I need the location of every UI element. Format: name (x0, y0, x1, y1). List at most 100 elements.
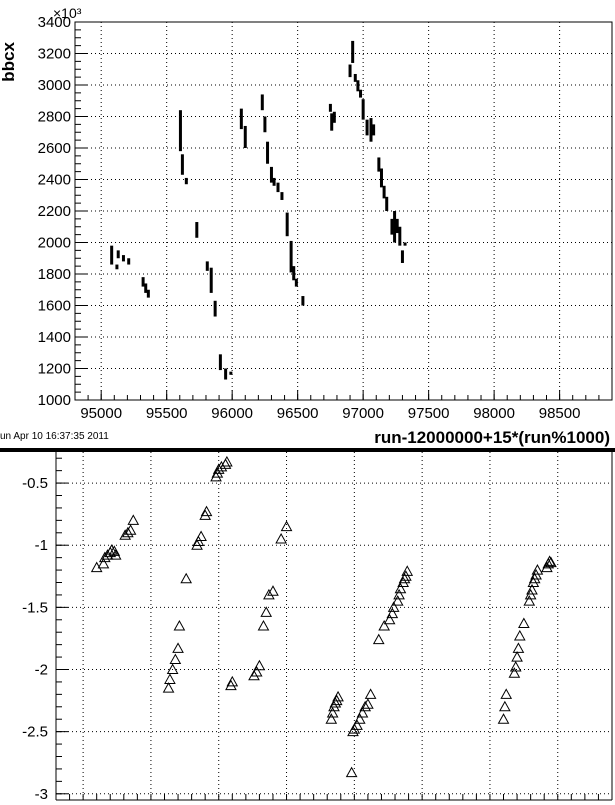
data-point (326, 706, 339, 718)
data-point (353, 713, 366, 724)
x-tick-label: 98500 (539, 405, 581, 422)
data-point (513, 629, 526, 641)
data-point (169, 653, 182, 665)
y-tick-label: 3400 (38, 14, 71, 31)
data-point (164, 673, 176, 684)
data-point (200, 505, 213, 517)
data-point (127, 514, 140, 525)
data-point (523, 595, 536, 606)
data-point (199, 509, 212, 520)
data-point (195, 530, 207, 542)
data-point (226, 675, 239, 687)
y-tick-label: 1600 (38, 298, 71, 315)
y-exponent: ×10³ (53, 5, 82, 21)
data-point (172, 642, 184, 653)
data-point (527, 576, 540, 587)
data-point (497, 713, 510, 724)
data-point (387, 601, 400, 612)
data-point (545, 556, 557, 568)
top-scatter-chart: 95000 95500 96000 96500 97000 97500 98000 98500… (0, 5, 613, 447)
data-point (166, 663, 179, 674)
x-tick-label: 96000 (211, 405, 253, 422)
data-point (328, 700, 340, 712)
y-tick-label: -2.5 (22, 724, 48, 741)
x-tick-label: 95500 (146, 405, 188, 422)
data-point (122, 526, 134, 538)
data-point (345, 766, 358, 778)
bottom-scatter-chart: -3 -2.5 -2 -1.5 -1 -0.5 (22, 452, 613, 803)
data-point (508, 667, 521, 678)
canvas-divider (0, 448, 615, 452)
data-point (362, 698, 374, 709)
y-tick-label: 2200 (38, 203, 71, 220)
data-point (386, 607, 399, 619)
data-point (109, 549, 122, 560)
data-point (364, 688, 377, 699)
data-point (397, 576, 410, 587)
data-point (359, 700, 372, 712)
data-point (499, 700, 511, 712)
data-point (250, 665, 263, 677)
x-tick-label: 95000 (80, 405, 122, 422)
data-point (518, 617, 530, 629)
data-point (531, 564, 544, 575)
data-point (257, 619, 270, 631)
y-tick-label: 2800 (38, 109, 71, 126)
data-point (511, 651, 523, 662)
data-point (173, 619, 186, 631)
data-point (401, 565, 414, 576)
data-point (248, 669, 260, 681)
data-point (210, 470, 222, 482)
y-tick-label: -0.5 (22, 475, 48, 492)
data-point (253, 659, 266, 671)
y-tick-label: 2400 (38, 172, 71, 189)
data-point (162, 682, 175, 693)
y-tick-label: -1.5 (22, 599, 48, 616)
y-tick-label: -3 (35, 786, 48, 803)
y-tick-label: -1 (35, 537, 48, 554)
y-tick-label: 3200 (38, 46, 71, 63)
y-tick-label: -2 (35, 662, 48, 679)
data-point (332, 690, 344, 702)
data-point (191, 539, 203, 550)
data-point (211, 467, 224, 478)
data-point (500, 688, 513, 699)
data-point (180, 572, 193, 584)
data-point (543, 555, 556, 566)
data-point (260, 606, 273, 617)
data-point (108, 545, 121, 556)
x-tick-label: 98000 (473, 405, 515, 422)
x-axis-label: run-12000000+15*(run%1000) (374, 428, 610, 447)
data-point (267, 585, 279, 596)
data-point (330, 694, 343, 706)
y-tick-label: 2000 (38, 235, 71, 252)
data-point (225, 679, 237, 691)
x-tick-label: 97500 (408, 405, 450, 422)
data-point (528, 572, 541, 584)
data-point (221, 455, 233, 467)
data-point (124, 524, 137, 535)
data-point (275, 532, 287, 544)
data-point (348, 723, 361, 734)
data-point (393, 588, 405, 600)
data-point (394, 582, 407, 594)
data-point (372, 633, 385, 645)
y-tick-label: 1000 (38, 392, 71, 409)
y-tick-label: 3000 (38, 77, 71, 94)
data-point (378, 619, 391, 631)
y-tick-label: 1400 (38, 329, 71, 346)
data-point (391, 595, 404, 606)
data-point (263, 588, 275, 600)
y-tick-label: 1200 (38, 361, 71, 378)
data-point (383, 613, 396, 625)
data-point (356, 706, 369, 718)
data-point (351, 719, 363, 730)
y-axis-label: bbcx (0, 41, 18, 81)
data-point (526, 583, 538, 595)
data-point (509, 660, 522, 672)
x-tick-label: 96500 (277, 405, 319, 422)
data-point (280, 520, 293, 532)
data-point (512, 642, 525, 653)
data-point (105, 544, 118, 555)
x-tick-label: 97000 (342, 405, 384, 422)
